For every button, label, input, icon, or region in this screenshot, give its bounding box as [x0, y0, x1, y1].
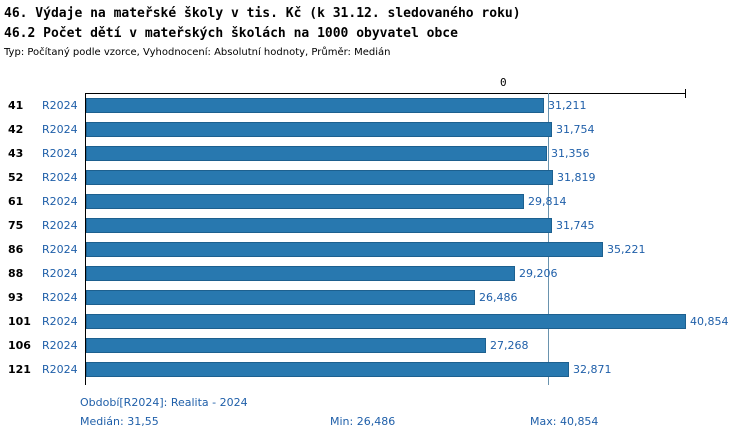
row-series-label: R2024 [42, 171, 78, 184]
bar[interactable] [86, 266, 515, 281]
bar-chart: 0 41 R2024 31,211 42 R2024 31,754 43 R2024 31,35… [0, 76, 750, 385]
axis-left-line [85, 93, 86, 385]
row-category-label: 61 [8, 195, 24, 208]
bar-value-label: 40,854 [690, 315, 729, 328]
stat-min: Min: 26,486 [330, 415, 396, 428]
row-category-label: 121 [8, 363, 31, 376]
bar-value-label: 31,211 [548, 99, 587, 112]
row-series-label: R2024 [42, 123, 78, 136]
row-category-label: 93 [8, 291, 24, 304]
row-series-label: R2024 [42, 195, 78, 208]
bar-row: 101 R2024 40,854 [0, 310, 750, 334]
row-category-label: 106 [8, 339, 31, 352]
row-series-label: R2024 [42, 291, 78, 304]
bar-value-label: 31,745 [556, 219, 595, 232]
bar[interactable] [86, 194, 524, 209]
row-series-label: R2024 [42, 267, 78, 280]
row-series-label: R2024 [42, 315, 78, 328]
row-series-label: R2024 [42, 99, 78, 112]
bar-value-label: 32,871 [573, 363, 612, 376]
row-series-label: R2024 [42, 243, 78, 256]
median-line [548, 93, 549, 385]
bar[interactable] [86, 146, 547, 161]
bar-value-label: 31,754 [556, 123, 595, 136]
bar-value-label: 31,819 [557, 171, 596, 184]
row-category-label: 101 [8, 315, 31, 328]
bar-row: 75 R2024 31,745 [0, 214, 750, 238]
bar[interactable] [86, 362, 569, 377]
bar-row: 42 R2024 31,754 [0, 118, 750, 142]
row-category-label: 41 [8, 99, 24, 112]
row-category-label: 42 [8, 123, 24, 136]
bar[interactable] [86, 122, 552, 137]
row-series-label: R2024 [42, 363, 78, 376]
bar[interactable] [86, 314, 686, 329]
bar-row: 88 R2024 29,206 [0, 262, 750, 286]
bar-value-label: 29,814 [528, 195, 567, 208]
bar[interactable] [86, 290, 475, 305]
bar[interactable] [86, 338, 486, 353]
bar-value-label: 29,206 [519, 267, 558, 280]
row-category-label: 75 [8, 219, 24, 232]
row-category-label: 88 [8, 267, 24, 280]
row-category-label: 52 [8, 171, 24, 184]
bar-row: 86 R2024 35,221 [0, 238, 750, 262]
axis-top-line [85, 93, 686, 94]
chart-title-line1: 46. Výdaje na mateřské školy v tis. Kč (… [4, 6, 521, 21]
bar-rows: 41 R2024 31,211 42 R2024 31,754 43 R2024 31,356 5… [0, 94, 750, 382]
axis-zero-label: 0 [500, 76, 507, 89]
bar-row: 93 R2024 26,486 [0, 286, 750, 310]
bar-row: 61 R2024 29,814 [0, 190, 750, 214]
stat-median: Medián: 31,55 [80, 415, 159, 428]
bar-row: 41 R2024 31,211 [0, 94, 750, 118]
row-series-label: R2024 [42, 147, 78, 160]
bar-value-label: 35,221 [607, 243, 646, 256]
bar-value-label: 26,486 [479, 291, 518, 304]
bar-row: 52 R2024 31,819 [0, 166, 750, 190]
bar-value-label: 31,356 [551, 147, 590, 160]
stat-max: Max: 40,854 [530, 415, 599, 428]
bar[interactable] [86, 242, 603, 257]
chart-subtitle: Typ: Počítaný podle vzorce, Vyhodnocení:… [4, 47, 391, 58]
axis-right-tick [685, 89, 686, 98]
row-category-label: 86 [8, 243, 24, 256]
row-series-label: R2024 [42, 339, 78, 352]
bar[interactable] [86, 218, 552, 233]
chart-title-line2: 46.2 Počet dětí v mateřských školách na … [4, 26, 458, 41]
row-category-label: 43 [8, 147, 24, 160]
bar-value-label: 27,268 [490, 339, 529, 352]
bar-row: 43 R2024 31,356 [0, 142, 750, 166]
bar[interactable] [86, 98, 544, 113]
row-series-label: R2024 [42, 219, 78, 232]
bar[interactable] [86, 170, 553, 185]
bar-row: 121 R2024 32,871 [0, 358, 750, 382]
legend-period-label: Období[R2024]: Realita - 2024 [80, 396, 248, 409]
bar-row: 106 R2024 27,268 [0, 334, 750, 358]
